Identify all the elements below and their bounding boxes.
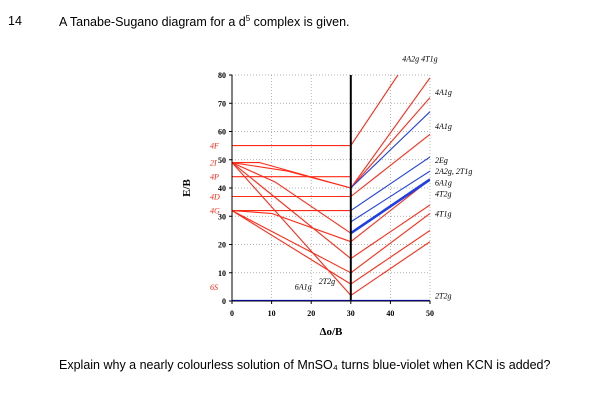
term-symbol-label: 4A1g	[435, 122, 452, 131]
term-symbol-label: 2T2g	[435, 291, 451, 300]
x-tick-label: 0	[230, 309, 234, 318]
x-tick-label: 30	[347, 309, 355, 318]
question-text: A Tanabe-Sugano diagram for a d5 complex…	[59, 14, 350, 29]
free-ion-term-label: 2I	[210, 159, 217, 168]
series-line-7	[232, 162, 430, 234]
term-symbol-label: 2Eg	[435, 156, 448, 165]
series-line-10	[232, 179, 430, 243]
curve-label: 6A1g	[295, 283, 312, 292]
y-tick-label: 0	[222, 297, 226, 306]
term-symbol-label: 4T2g	[435, 190, 451, 199]
free-ion-term-label: 4D	[210, 192, 220, 201]
question-text-start: A Tanabe-Sugano diagram for a d	[59, 15, 246, 30]
x-tick-label: 40	[386, 309, 394, 318]
series-line-2	[232, 75, 399, 147]
x-tick-label: 50	[426, 309, 434, 318]
series-line-15	[350, 156, 430, 212]
x-tick-label: 20	[307, 309, 315, 318]
y-tick-label: 10	[218, 269, 226, 278]
question-text-end: complex is given.	[250, 15, 350, 30]
term-symbol-label: 4T1g	[435, 209, 451, 218]
y-tick-label: 70	[218, 99, 226, 108]
term-symbol-label: 6A1g	[435, 178, 452, 187]
series-line-4	[232, 97, 430, 189]
question-prompt: Explain why a nearly colourless solution…	[59, 358, 551, 372]
term-symbol-label: 4A2g 4T1g	[402, 55, 437, 64]
series-line-17	[350, 178, 430, 235]
y-tick-label: 40	[218, 184, 226, 193]
question-number: 14	[8, 14, 22, 28]
y-axis-label: E/B	[181, 178, 193, 196]
y-tick-label: 30	[218, 212, 226, 221]
free-ion-term-label: 4G	[210, 207, 220, 216]
series-line-3	[232, 77, 430, 189]
y-tick-label: 80	[218, 71, 226, 80]
term-symbol-label: 2A2g, 2T1g	[435, 167, 472, 176]
free-ion-term-label: 6S	[210, 283, 218, 292]
d-electron-count: 5	[245, 14, 251, 23]
y-tick-label: 20	[218, 241, 226, 250]
curve-label: 2T2g	[319, 277, 335, 286]
free-ion-term-label: 4F	[210, 142, 219, 151]
series-line-14	[350, 111, 430, 189]
free-ion-term-label: 4P	[210, 173, 219, 182]
x-axis-label: Δo/B	[320, 326, 343, 338]
y-tick-label: 50	[218, 156, 226, 165]
tanabe-sugano-chart: 0 10 20 30 40 50 60 70 80 0 10 20 30 40 50 E/B Δo/B 6S 4G 4…	[181, 55, 472, 338]
term-symbol-label: 4A1g	[435, 88, 452, 97]
series-line-16	[350, 170, 430, 223]
x-tick-label: 10	[268, 309, 276, 318]
series-group	[232, 75, 430, 301]
y-tick-label: 60	[218, 128, 226, 137]
